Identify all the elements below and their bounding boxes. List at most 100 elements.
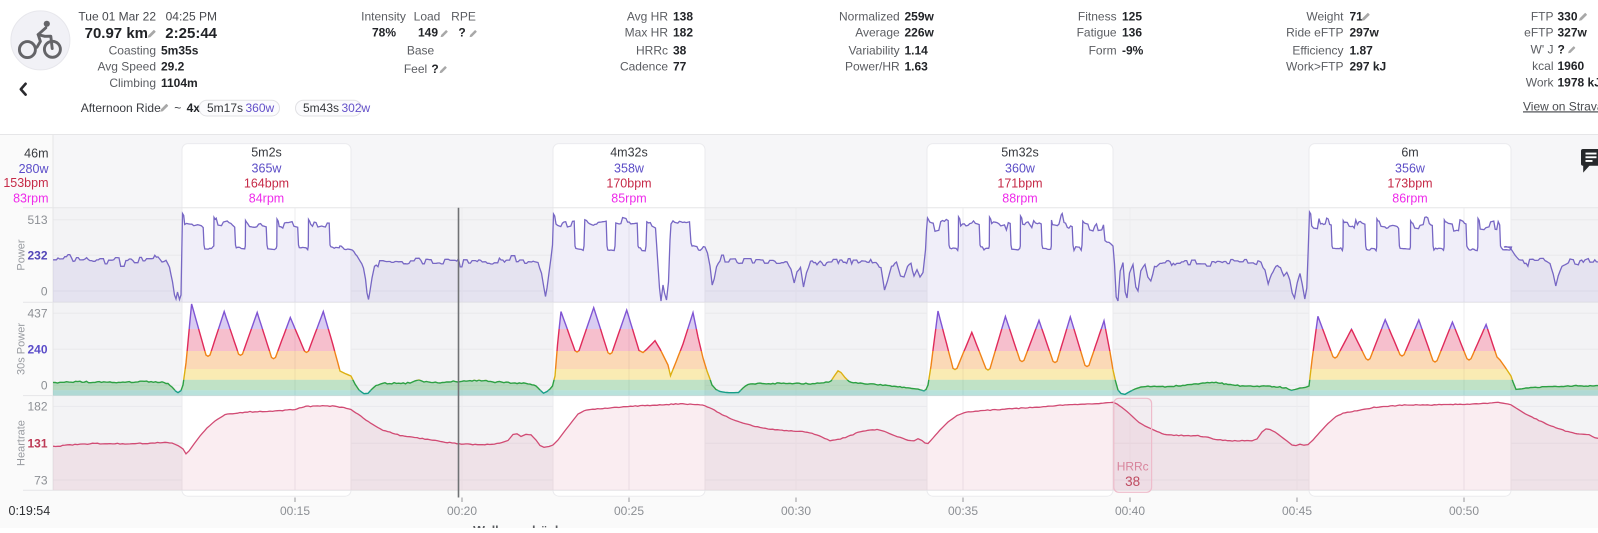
svg-text:Ride eFTP: Ride eFTP — [1286, 26, 1343, 40]
svg-text:358w: 358w — [614, 162, 645, 176]
svg-text:170bpm: 170bpm — [606, 177, 651, 191]
svg-text:-9%: -9% — [1122, 43, 1144, 57]
svg-text:00:40: 00:40 — [1115, 504, 1145, 518]
svg-text:eFTP: eFTP — [1524, 26, 1553, 40]
svg-text:00:35: 00:35 — [948, 504, 978, 518]
svg-text:29.2: 29.2 — [161, 60, 185, 74]
svg-text:5m43s: 5m43s — [303, 101, 339, 115]
svg-text:5m35s: 5m35s — [161, 43, 199, 57]
svg-text:6m: 6m — [1401, 146, 1418, 160]
svg-text:Load: Load — [414, 9, 441, 23]
svg-text:153bpm: 153bpm — [3, 176, 48, 190]
svg-text:RPE: RPE — [451, 9, 476, 23]
svg-text:Power/HR: Power/HR — [845, 60, 900, 74]
svg-text:302w: 302w — [342, 101, 371, 115]
svg-text:Intensity: Intensity — [361, 9, 406, 23]
svg-text:30s Power: 30s Power — [16, 323, 28, 375]
svg-text:232: 232 — [27, 249, 47, 263]
svg-text:356w: 356w — [1395, 162, 1426, 176]
svg-text:38: 38 — [673, 43, 687, 57]
svg-text:365w: 365w — [252, 162, 283, 176]
svg-text:W' J: W' J — [1531, 43, 1554, 57]
svg-text:1.63: 1.63 — [905, 60, 929, 74]
svg-text:5m32s: 5m32s — [1001, 146, 1039, 160]
svg-text:73: 73 — [34, 473, 48, 487]
svg-text:70.97 km: 70.97 km — [85, 25, 148, 42]
svg-text:Average: Average — [855, 26, 900, 40]
svg-text:5m2s: 5m2s — [251, 146, 282, 160]
svg-text:85rpm: 85rpm — [611, 192, 646, 206]
svg-text:kcal: kcal — [1532, 59, 1553, 73]
svg-text:1104m: 1104m — [161, 76, 198, 90]
svg-text:00:45: 00:45 — [1282, 504, 1312, 518]
svg-text:Cadence: Cadence — [620, 60, 668, 74]
svg-text:00:25: 00:25 — [614, 504, 644, 518]
svg-text:Efficiency: Efficiency — [1292, 43, 1343, 57]
svg-text:~: ~ — [174, 101, 181, 115]
svg-text:360w: 360w — [1005, 162, 1036, 176]
svg-text:HRRc: HRRc — [1117, 460, 1149, 474]
svg-text:226w: 226w — [905, 26, 935, 40]
svg-text:Afternoon Ride: Afternoon Ride — [81, 101, 161, 115]
svg-text:00:15: 00:15 — [280, 504, 310, 518]
svg-text:84rpm: 84rpm — [249, 192, 284, 206]
svg-text:149: 149 — [418, 26, 438, 40]
svg-text:136: 136 — [1122, 26, 1142, 40]
svg-text:83rpm: 83rpm — [13, 192, 48, 206]
svg-text:125: 125 — [1122, 9, 1142, 23]
svg-text:?: ? — [1558, 43, 1565, 57]
svg-text:HRRc: HRRc — [636, 43, 668, 57]
svg-text:0:19:54: 0:19:54 — [9, 504, 51, 518]
svg-text:171bpm: 171bpm — [997, 177, 1042, 191]
svg-text:Avg Speed: Avg Speed — [98, 60, 157, 74]
svg-text:Fitness: Fitness — [1078, 9, 1117, 23]
svg-text:259w: 259w — [905, 9, 935, 23]
svg-text:437: 437 — [27, 307, 47, 321]
svg-text:View on Strava: View on Strava — [1523, 99, 1598, 113]
svg-text:Base: Base — [407, 43, 435, 57]
svg-text:182: 182 — [673, 26, 693, 40]
svg-text:327w: 327w — [1558, 26, 1588, 40]
svg-text:240: 240 — [27, 343, 47, 357]
svg-text:Max HR: Max HR — [625, 26, 669, 40]
svg-text:86rpm: 86rpm — [1392, 192, 1427, 206]
svg-text:Weight: Weight — [1306, 9, 1344, 23]
svg-text:77: 77 — [673, 60, 687, 74]
svg-text:1960: 1960 — [1558, 59, 1585, 73]
svg-text:2:25:44: 2:25:44 — [165, 25, 217, 42]
svg-text:0: 0 — [41, 379, 48, 393]
svg-text:297w: 297w — [1350, 26, 1380, 40]
svg-text:Feel: Feel — [404, 62, 427, 76]
svg-text:Work>FTP: Work>FTP — [1286, 60, 1343, 74]
svg-text:330: 330 — [1558, 9, 1578, 23]
svg-text:00:20: 00:20 — [447, 504, 477, 518]
svg-text:1.14: 1.14 — [905, 43, 929, 57]
svg-text:138: 138 — [673, 9, 693, 23]
svg-text:164bpm: 164bpm — [244, 177, 289, 191]
svg-text:Wellengedrücke: Wellengedrücke — [473, 524, 569, 528]
svg-text:00:50: 00:50 — [1449, 504, 1479, 518]
svg-text:297 kJ: 297 kJ — [1350, 60, 1387, 74]
svg-text:Coasting: Coasting — [109, 43, 156, 57]
svg-text:Climbing: Climbing — [109, 76, 156, 90]
svg-text:131: 131 — [27, 437, 47, 451]
svg-text:280w: 280w — [19, 162, 50, 176]
svg-text:5m17s: 5m17s — [207, 101, 243, 115]
svg-text:4m32s: 4m32s — [610, 146, 648, 160]
svg-text:1978 kJ: 1978 kJ — [1558, 76, 1598, 90]
svg-text:?: ? — [458, 26, 465, 40]
svg-text:360w: 360w — [246, 101, 275, 115]
svg-text:00:30: 00:30 — [781, 504, 811, 518]
svg-text:Normalized: Normalized — [839, 9, 900, 23]
svg-text:Form: Form — [1089, 43, 1117, 57]
svg-text:FTP: FTP — [1531, 9, 1554, 23]
svg-text:Fatigue: Fatigue — [1077, 26, 1117, 40]
svg-text:?: ? — [431, 62, 438, 76]
svg-text:513: 513 — [27, 213, 47, 227]
svg-text:71: 71 — [1350, 9, 1364, 23]
svg-text:Power: Power — [16, 239, 28, 271]
svg-text:04:25 PM: 04:25 PM — [166, 9, 217, 23]
svg-text:Variability: Variability — [849, 43, 900, 57]
svg-text:0: 0 — [41, 284, 48, 298]
svg-text:78%: 78% — [372, 26, 396, 40]
